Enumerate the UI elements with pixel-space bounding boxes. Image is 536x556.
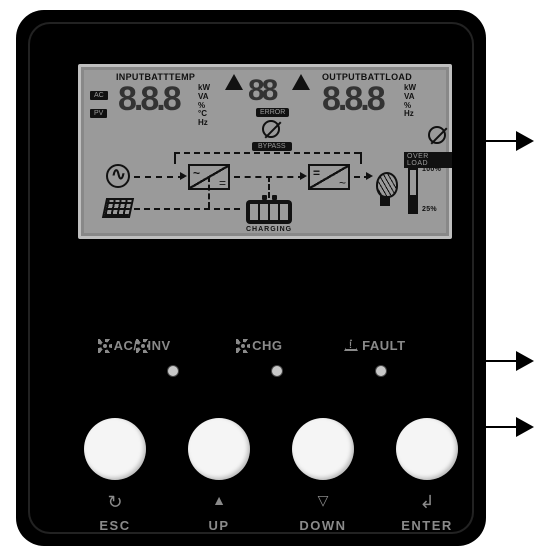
- flow-line: [208, 176, 210, 208]
- output-digits: 8.8.8: [322, 82, 383, 116]
- up-symbol: ▲: [188, 492, 250, 508]
- bypass-line: [174, 152, 360, 154]
- pv-badge: PV: [90, 109, 107, 118]
- sun-icon: [138, 341, 148, 351]
- led-ac-inv: [168, 366, 178, 376]
- gauge-top-label: 100%: [422, 166, 441, 173]
- flow-arrow: [180, 172, 187, 180]
- warning-icon: [225, 74, 243, 90]
- ac-badge: AC: [90, 91, 108, 100]
- esc-button[interactable]: [84, 418, 146, 480]
- down-symbol: ▽: [292, 492, 354, 509]
- esc-symbol: ↻: [84, 492, 146, 513]
- sun-icon: [238, 341, 248, 351]
- callout-lcd-line: [486, 140, 516, 142]
- bypass-line: [360, 152, 362, 164]
- callout-btn-arrow: [516, 417, 534, 437]
- stage: INPUTBATTTEMP OUTPUTBATTLOAD AC PV 8.8.8…: [0, 0, 536, 556]
- flow-line: [134, 176, 184, 178]
- flow-arrow: [300, 172, 307, 180]
- pv-panel-icon: [102, 198, 134, 218]
- bypass-label: BYPASS: [252, 142, 292, 151]
- down-button[interactable]: [292, 418, 354, 480]
- source-badges: AC PV: [90, 84, 108, 120]
- charging-label: CHARGING: [246, 226, 292, 233]
- ind-chg: CHG: [238, 338, 283, 353]
- bypass-line: [174, 152, 176, 164]
- down-label: DOWN: [292, 518, 354, 533]
- up-button[interactable]: [188, 418, 250, 480]
- enter-symbol: ↲: [396, 492, 458, 513]
- ind-fault: FAULT: [344, 338, 406, 353]
- up-label: UP: [188, 518, 250, 533]
- panel-bezel: INPUTBATTTEMP OUTPUTBATTLOAD AC PV 8.8.8…: [28, 22, 474, 534]
- callout-btn-line: [486, 426, 516, 428]
- error-label: ERROR: [256, 108, 289, 117]
- output-units: kWVA%Hz: [404, 84, 416, 119]
- ac-source-icon: [106, 164, 130, 188]
- center-digits: 88: [248, 76, 275, 106]
- input-digits: 8.8.8: [118, 82, 179, 116]
- flow-arrow: [366, 172, 373, 180]
- led-fault: [376, 366, 386, 376]
- gauge-bottom-label: 25%: [422, 206, 437, 213]
- enter-label: ENTER: [396, 518, 458, 533]
- front-panel: INPUTBATTTEMP OUTPUTBATTLOAD AC PV 8.8.8…: [16, 10, 486, 546]
- enter-button[interactable]: [396, 418, 458, 480]
- battery-icon: [246, 200, 292, 224]
- input-units: kWVA%°CHz: [198, 84, 210, 128]
- flow-line: [134, 208, 240, 210]
- load-bulb-icon: [374, 172, 396, 206]
- flow-line: [268, 176, 270, 198]
- warning-icon: [344, 339, 358, 351]
- callout-led-arrow: [516, 351, 534, 371]
- led-chg: [272, 366, 282, 376]
- lcd-screen: INPUTBATTTEMP OUTPUTBATTLOAD AC PV 8.8.8…: [76, 62, 454, 241]
- ind-ac-inv: AC/INV: [100, 338, 171, 353]
- load-gauge: [408, 168, 418, 214]
- inverter-icon: =~: [308, 164, 350, 190]
- output-icon: [428, 126, 446, 144]
- buzzer-mute-icon: [262, 120, 280, 138]
- callout-lcd-arrow: [516, 131, 534, 151]
- warning-icon-2: [292, 74, 310, 90]
- callout-led-line: [486, 360, 516, 362]
- sun-icon: [100, 341, 110, 351]
- esc-label: ESC: [84, 518, 146, 533]
